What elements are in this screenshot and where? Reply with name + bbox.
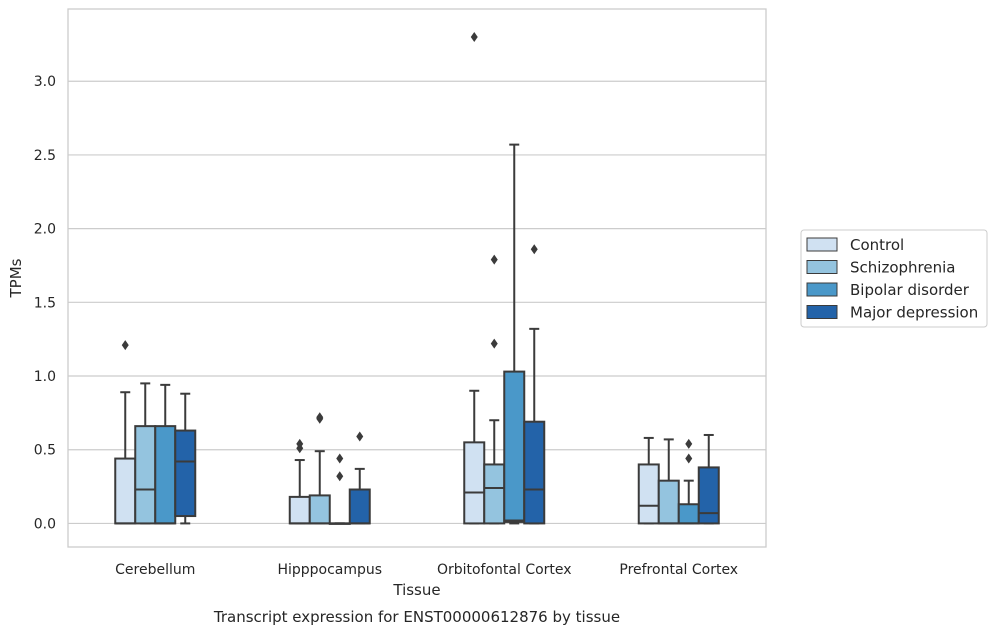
outlier-point <box>316 412 324 423</box>
box-bipolar-disorder <box>328 453 351 525</box>
legend-label: Bipolar disorder <box>850 281 970 299</box>
legend-label: Major depression <box>850 304 978 322</box>
box-body <box>114 457 137 525</box>
y-tick-label: 1.5 <box>34 295 56 311</box>
legend-swatch <box>806 305 838 319</box>
box-body <box>503 370 526 523</box>
y-axis-label: TPMs <box>7 258 25 298</box>
box-control <box>637 436 660 525</box>
y-tick-label: 0.0 <box>34 516 56 532</box>
plot-frame <box>67 8 767 548</box>
y-tick-label: 1.0 <box>34 369 56 385</box>
box-body <box>637 463 660 525</box>
x-tick-labels: Cerebellum Hipppocampus Orbitofontal Corte… <box>115 562 738 578</box>
x-tick-label: Prefrontal Cortex <box>619 562 738 578</box>
box-major-depression <box>523 244 546 525</box>
outlier-point <box>336 471 344 482</box>
outlier-point <box>470 32 478 43</box>
box-schizophrenia <box>308 412 331 525</box>
box-body <box>288 495 311 525</box>
box-control <box>114 340 137 525</box>
outlier-point <box>685 438 693 449</box>
legend-swatch <box>806 282 838 297</box>
outlier-point <box>685 453 693 464</box>
box-bipolar-disorder <box>677 438 700 525</box>
legend-swatch <box>806 260 838 274</box>
box-schizophrenia <box>657 438 680 525</box>
outlier-point <box>121 340 129 351</box>
box-bipolar-disorder <box>154 383 177 525</box>
outlier-point <box>336 453 344 464</box>
box-body <box>154 425 177 525</box>
boxes <box>114 32 720 525</box>
outlier-point <box>296 438 304 449</box>
outlier-point <box>490 338 498 349</box>
box-body <box>677 503 700 525</box>
box-major-depression <box>697 433 720 525</box>
y-tick-labels: 0.0 0.5 1.0 1.5 2.0 2.5 3.0 <box>34 74 56 532</box>
box-bipolar-disorder <box>503 143 526 525</box>
box-schizophrenia <box>483 254 506 525</box>
box-major-depression <box>348 431 371 525</box>
box-body <box>697 466 720 525</box>
outlier-point <box>490 254 498 265</box>
box-body <box>523 420 546 525</box>
chart-caption: Transcript expression for ENST0000061287… <box>213 608 620 626</box>
legend: Control Schizophrenia Bipolar disorder Majo… <box>800 229 988 328</box>
outlier-point <box>356 431 364 442</box>
x-tick-label: Hipppocampus <box>277 562 382 578</box>
box-body <box>463 441 486 525</box>
box-body <box>348 488 371 525</box>
box-body <box>308 494 331 525</box>
box-control <box>463 32 486 525</box>
box-body <box>174 429 197 518</box>
outlier-point <box>530 244 538 255</box>
legend-label: Schizophrenia <box>850 259 955 277</box>
legend-frame <box>800 229 988 328</box>
box-schizophrenia <box>134 382 157 525</box>
box-control <box>288 438 311 525</box>
y-tick-label: 2.5 <box>34 148 56 164</box>
box-body <box>134 425 157 525</box>
y-tick-label: 3.0 <box>34 74 56 90</box>
legend-swatch <box>806 237 838 252</box>
x-tick-label: Orbitofontal Cortex <box>437 562 572 578</box>
box-body <box>657 479 680 525</box>
legend-label: Control <box>850 236 904 254</box>
x-tick-label: Cerebellum <box>115 562 195 578</box>
y-tick-label: 2.0 <box>34 222 56 238</box>
x-axis-label: Tissue <box>392 581 440 599</box>
y-tick-label: 0.5 <box>34 443 56 459</box>
box-major-depression <box>174 392 197 525</box>
box-body <box>483 463 506 525</box>
